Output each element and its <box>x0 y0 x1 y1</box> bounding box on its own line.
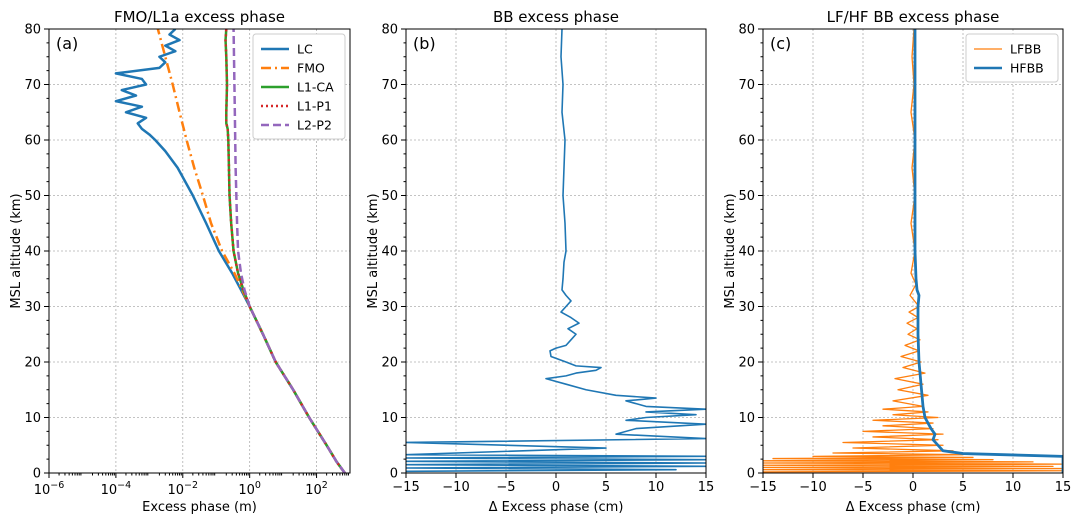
y-tick-label: 50 <box>24 189 41 204</box>
legend-label: LFBB <box>1010 42 1041 57</box>
y-tick-label: 0 <box>33 467 41 482</box>
x-tick-label: 15 <box>698 480 715 495</box>
y-tick-label: 10 <box>24 411 41 426</box>
y-axis-label: MSL altitude (km) <box>9 193 24 308</box>
chart-title: LF/HF BB excess phase <box>827 8 1000 26</box>
y-tick-label: 60 <box>381 134 398 149</box>
y-tick-label: 80 <box>738 23 755 38</box>
y-tick-label: 20 <box>738 356 755 371</box>
panel-a: 10−6 10−4 10−2 100 10201020304050607080Exces… <box>9 8 351 515</box>
legend-label: L1-P1 <box>297 99 332 114</box>
y-tick-label: 60 <box>24 134 41 149</box>
y-tick-label: 80 <box>381 23 398 38</box>
x-tick-label: −15 <box>749 480 776 495</box>
x-tick-label: 10−6 <box>34 480 65 498</box>
y-tick-label: 50 <box>738 189 755 204</box>
legend-label: HFBB <box>1010 61 1044 76</box>
x-tick-label: 5 <box>959 480 967 495</box>
x-tick-label: −10 <box>799 480 826 495</box>
y-tick-label: 60 <box>738 134 755 149</box>
y-tick-label: 0 <box>747 467 755 482</box>
x-tick-label: 10−4 <box>101 480 132 498</box>
chart-title: FMO/L1a excess phase <box>114 8 285 26</box>
x-tick-label: 10 <box>648 480 665 495</box>
y-tick-label: 50 <box>381 189 398 204</box>
x-axis-label: Δ Excess phase (cm) <box>489 500 624 515</box>
panel-label: (a) <box>56 34 78 53</box>
panel-c: −15 −10 −5 0 5 10 15 0 10 20 30 40 50 60 70 80 Δ Excess … <box>723 8 1071 515</box>
y-tick-label: 20 <box>381 356 398 371</box>
chart-title: BB excess phase <box>493 8 619 26</box>
y-tick-label: 30 <box>381 300 398 315</box>
x-tick-label: −10 <box>442 480 469 495</box>
x-tick-label: −5 <box>853 480 872 495</box>
y-tick-label: 30 <box>738 300 755 315</box>
panel-label: (c) <box>770 34 791 53</box>
x-axis-label: Excess phase (m) <box>142 500 257 515</box>
panel-b: −15 −10 −5 0 5 10 15 0 10 20 30 40 50 60 70 80 Δ Excess … <box>366 8 714 515</box>
panel-label: (b) <box>413 34 436 53</box>
legend-box <box>252 33 346 140</box>
y-tick-label: 20 <box>24 356 41 371</box>
x-tick-label: 0 <box>552 480 560 495</box>
series-line-l2-p2 <box>232 29 346 473</box>
y-axis-label: MSL altitude (km) <box>366 193 381 308</box>
series-line-lfbb <box>763 29 1063 473</box>
x-tick-label: 10−2 <box>167 480 198 498</box>
legend: LC FMO L1-CA L1-P1 L2-P2 <box>252 33 346 140</box>
x-tick-label: −15 <box>392 480 419 495</box>
legend-label: L2-P2 <box>297 118 332 133</box>
legend-label: L1-CA <box>297 80 334 95</box>
y-tick-label: 10 <box>381 411 398 426</box>
y-tick-label: 30 <box>24 300 41 315</box>
series-line-l1-ca <box>224 29 346 473</box>
x-tick-label: 5 <box>602 480 610 495</box>
y-tick-label: 70 <box>738 78 755 93</box>
y-tick-label: 40 <box>24 245 41 260</box>
y-axis-label: MSL altitude (km) <box>723 193 738 308</box>
y-tick-label: 10 <box>738 411 755 426</box>
legend-label: FMO <box>297 61 325 76</box>
x-tick-label: 102 <box>305 480 328 498</box>
y-tick-label: 40 <box>738 245 755 260</box>
legend-label: LC <box>297 42 313 57</box>
x-tick-label: −5 <box>496 480 515 495</box>
x-tick-label: 100 <box>238 480 261 498</box>
x-tick-label: 0 <box>909 480 917 495</box>
x-axis-label: Δ Excess phase (cm) <box>846 500 981 515</box>
y-tick-label: 80 <box>24 23 41 38</box>
y-tick-label: 0 <box>390 467 398 482</box>
x-tick-label: 15 <box>1055 480 1072 495</box>
legend: LFBB HFBB <box>965 33 1059 83</box>
y-tick-label: 40 <box>381 245 398 260</box>
y-tick-label: 70 <box>381 78 398 93</box>
series-line-profile <box>406 29 706 473</box>
series-line-hfbb <box>913 29 1063 473</box>
legend-box <box>965 33 1059 83</box>
y-tick-label: 70 <box>24 78 41 93</box>
x-tick-label: 10 <box>1005 480 1022 495</box>
